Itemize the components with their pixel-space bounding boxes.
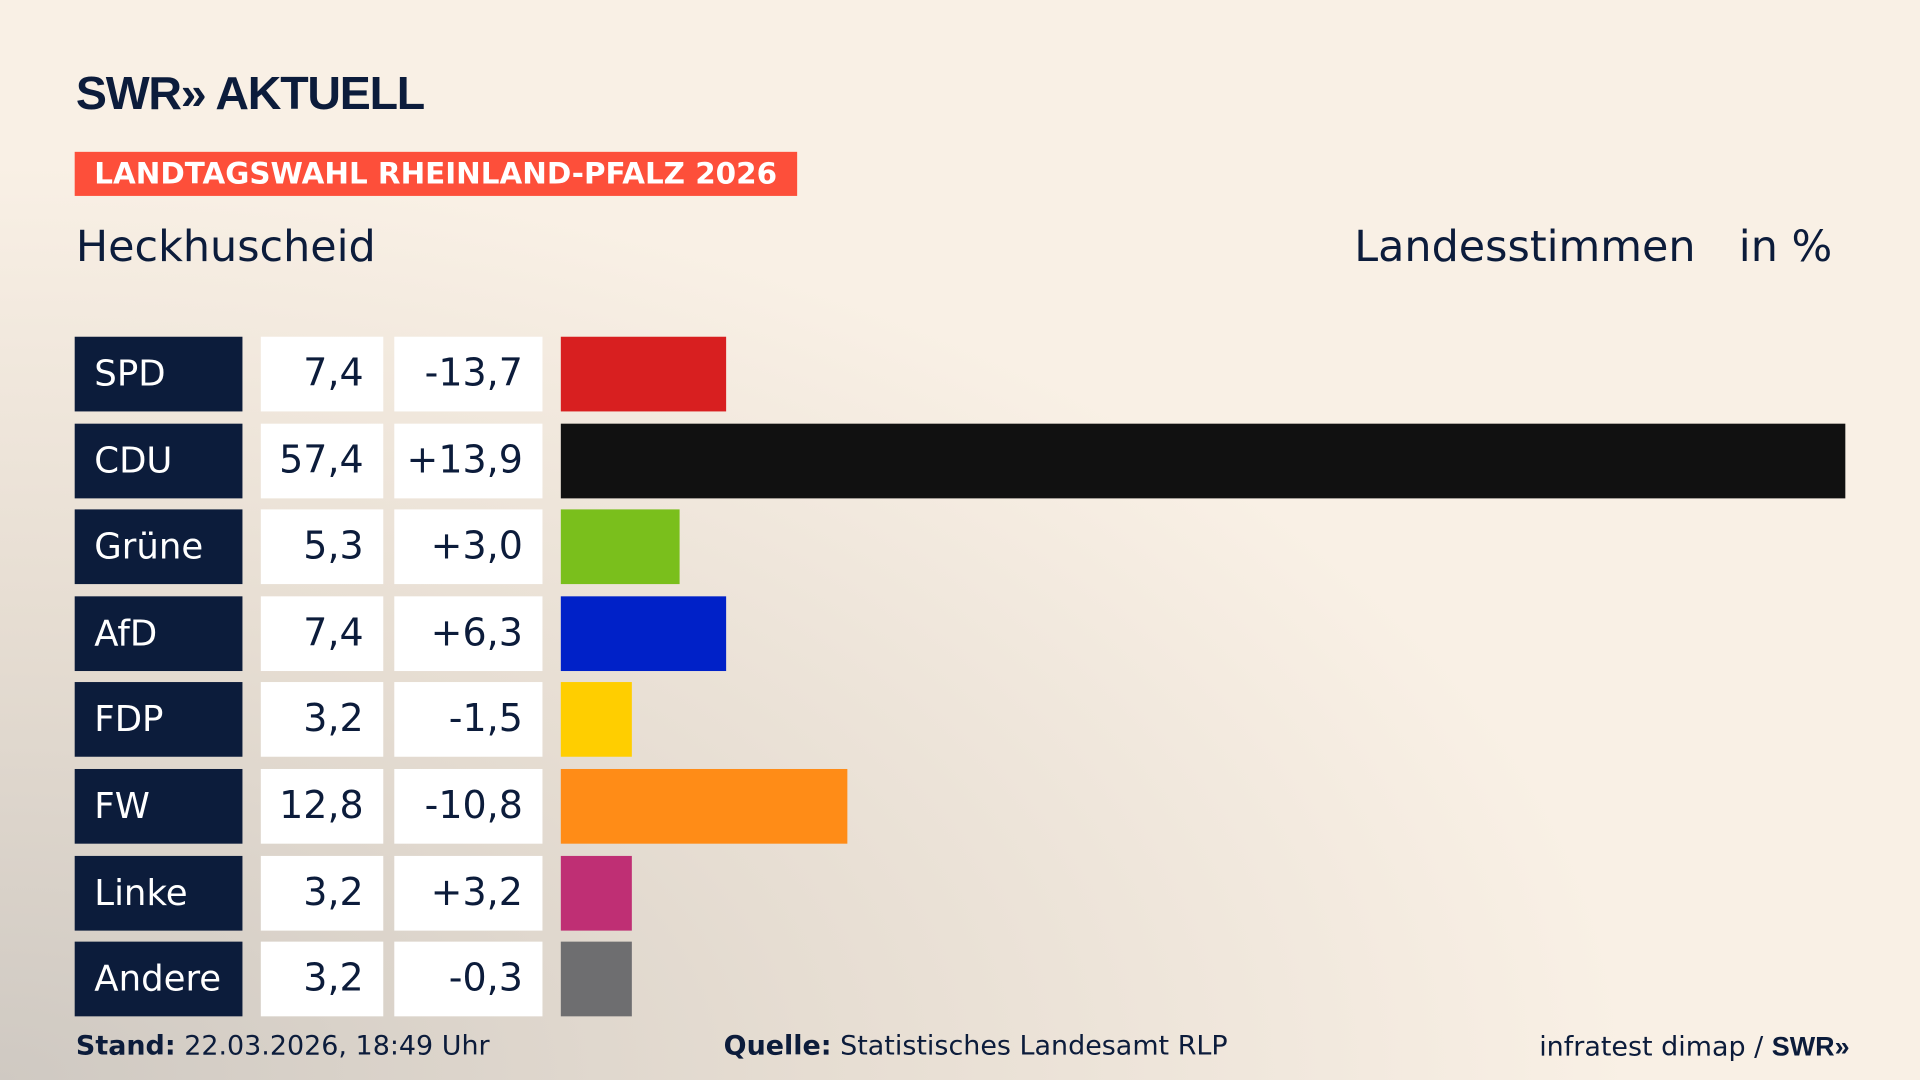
- value-label: 3,2: [260, 941, 384, 1017]
- bar: [560, 596, 727, 671]
- party-label: Linke: [74, 855, 243, 931]
- source-value: Statistisches Landesamt RLP: [840, 1031, 1228, 1062]
- bar-row: FDP 3,2 -1,5: [0, 682, 1920, 758]
- diff-label: +6,3: [394, 596, 543, 671]
- bar-row: SPD 7,4 -13,7: [0, 336, 1920, 412]
- bar-row: AfD 7,4 +6,3: [0, 596, 1920, 671]
- party-label: FDP: [74, 682, 243, 758]
- stand-value: 22.03.2026, 18:49 Uhr: [184, 1031, 490, 1062]
- party-label: Grüne: [74, 509, 243, 585]
- diff-label: -13,7: [394, 336, 543, 412]
- bar: [560, 423, 1846, 498]
- party-label: Andere: [74, 941, 243, 1017]
- value-label: 12,8: [260, 768, 384, 844]
- bar: [560, 855, 633, 931]
- bar-row: Linke 3,2 +3,2: [0, 855, 1920, 931]
- diff-label: -1,5: [394, 682, 543, 758]
- diff-label: +13,9: [394, 423, 543, 498]
- value-label: 3,2: [260, 682, 384, 758]
- bar: [560, 682, 633, 758]
- bar-row: FW 12,8 -10,8: [0, 768, 1920, 844]
- party-label: SPD: [74, 336, 243, 412]
- party-label: CDU: [74, 423, 243, 498]
- diff-label: -10,8: [394, 768, 543, 844]
- value-label: 57,4: [260, 423, 384, 498]
- bar-row: Andere 3,2 -0,3: [0, 941, 1920, 1017]
- value-label: 7,4: [260, 596, 384, 671]
- bar-row: CDU 57,4 +13,9: [0, 423, 1920, 498]
- value-label: 3,2: [260, 855, 384, 931]
- vote-type-label: Landesstimmen: [1354, 222, 1696, 272]
- party-label: AfD: [74, 596, 243, 671]
- stand-text: Stand: 22.03.2026, 18:49 Uhr: [76, 1031, 490, 1062]
- bar: [560, 941, 633, 1017]
- credit-label: infratest dimap /: [1539, 1032, 1772, 1063]
- election-banner: LANDTAGSWAHL RHEINLAND-PFALZ 2026: [74, 151, 797, 196]
- value-label: 7,4: [260, 336, 384, 412]
- source-label: Quelle:: [723, 1031, 832, 1062]
- party-label: FW: [74, 768, 243, 844]
- diff-label: +3,0: [394, 509, 543, 585]
- bar: [560, 768, 848, 844]
- value-label: 5,3: [260, 509, 384, 585]
- stand-label: Stand:: [75, 1031, 176, 1062]
- bar: [560, 509, 680, 585]
- bar-row: Grüne 5,3 +3,0: [0, 509, 1920, 585]
- swr-aktuell-logo: SWR» AKTUELL: [75, 68, 425, 121]
- credit-text: infratest dimap / SWR»: [1539, 1031, 1849, 1063]
- unit-label: in %: [1738, 222, 1833, 272]
- diff-label: -0,3: [394, 941, 543, 1017]
- swr-logo: SWR»: [1771, 1031, 1850, 1062]
- diff-label: +3,2: [394, 855, 543, 931]
- bar: [560, 336, 727, 412]
- source-text: Quelle: Statistisches Landesamt RLP: [724, 1031, 1228, 1062]
- place-title: Heckhuscheid: [75, 222, 376, 272]
